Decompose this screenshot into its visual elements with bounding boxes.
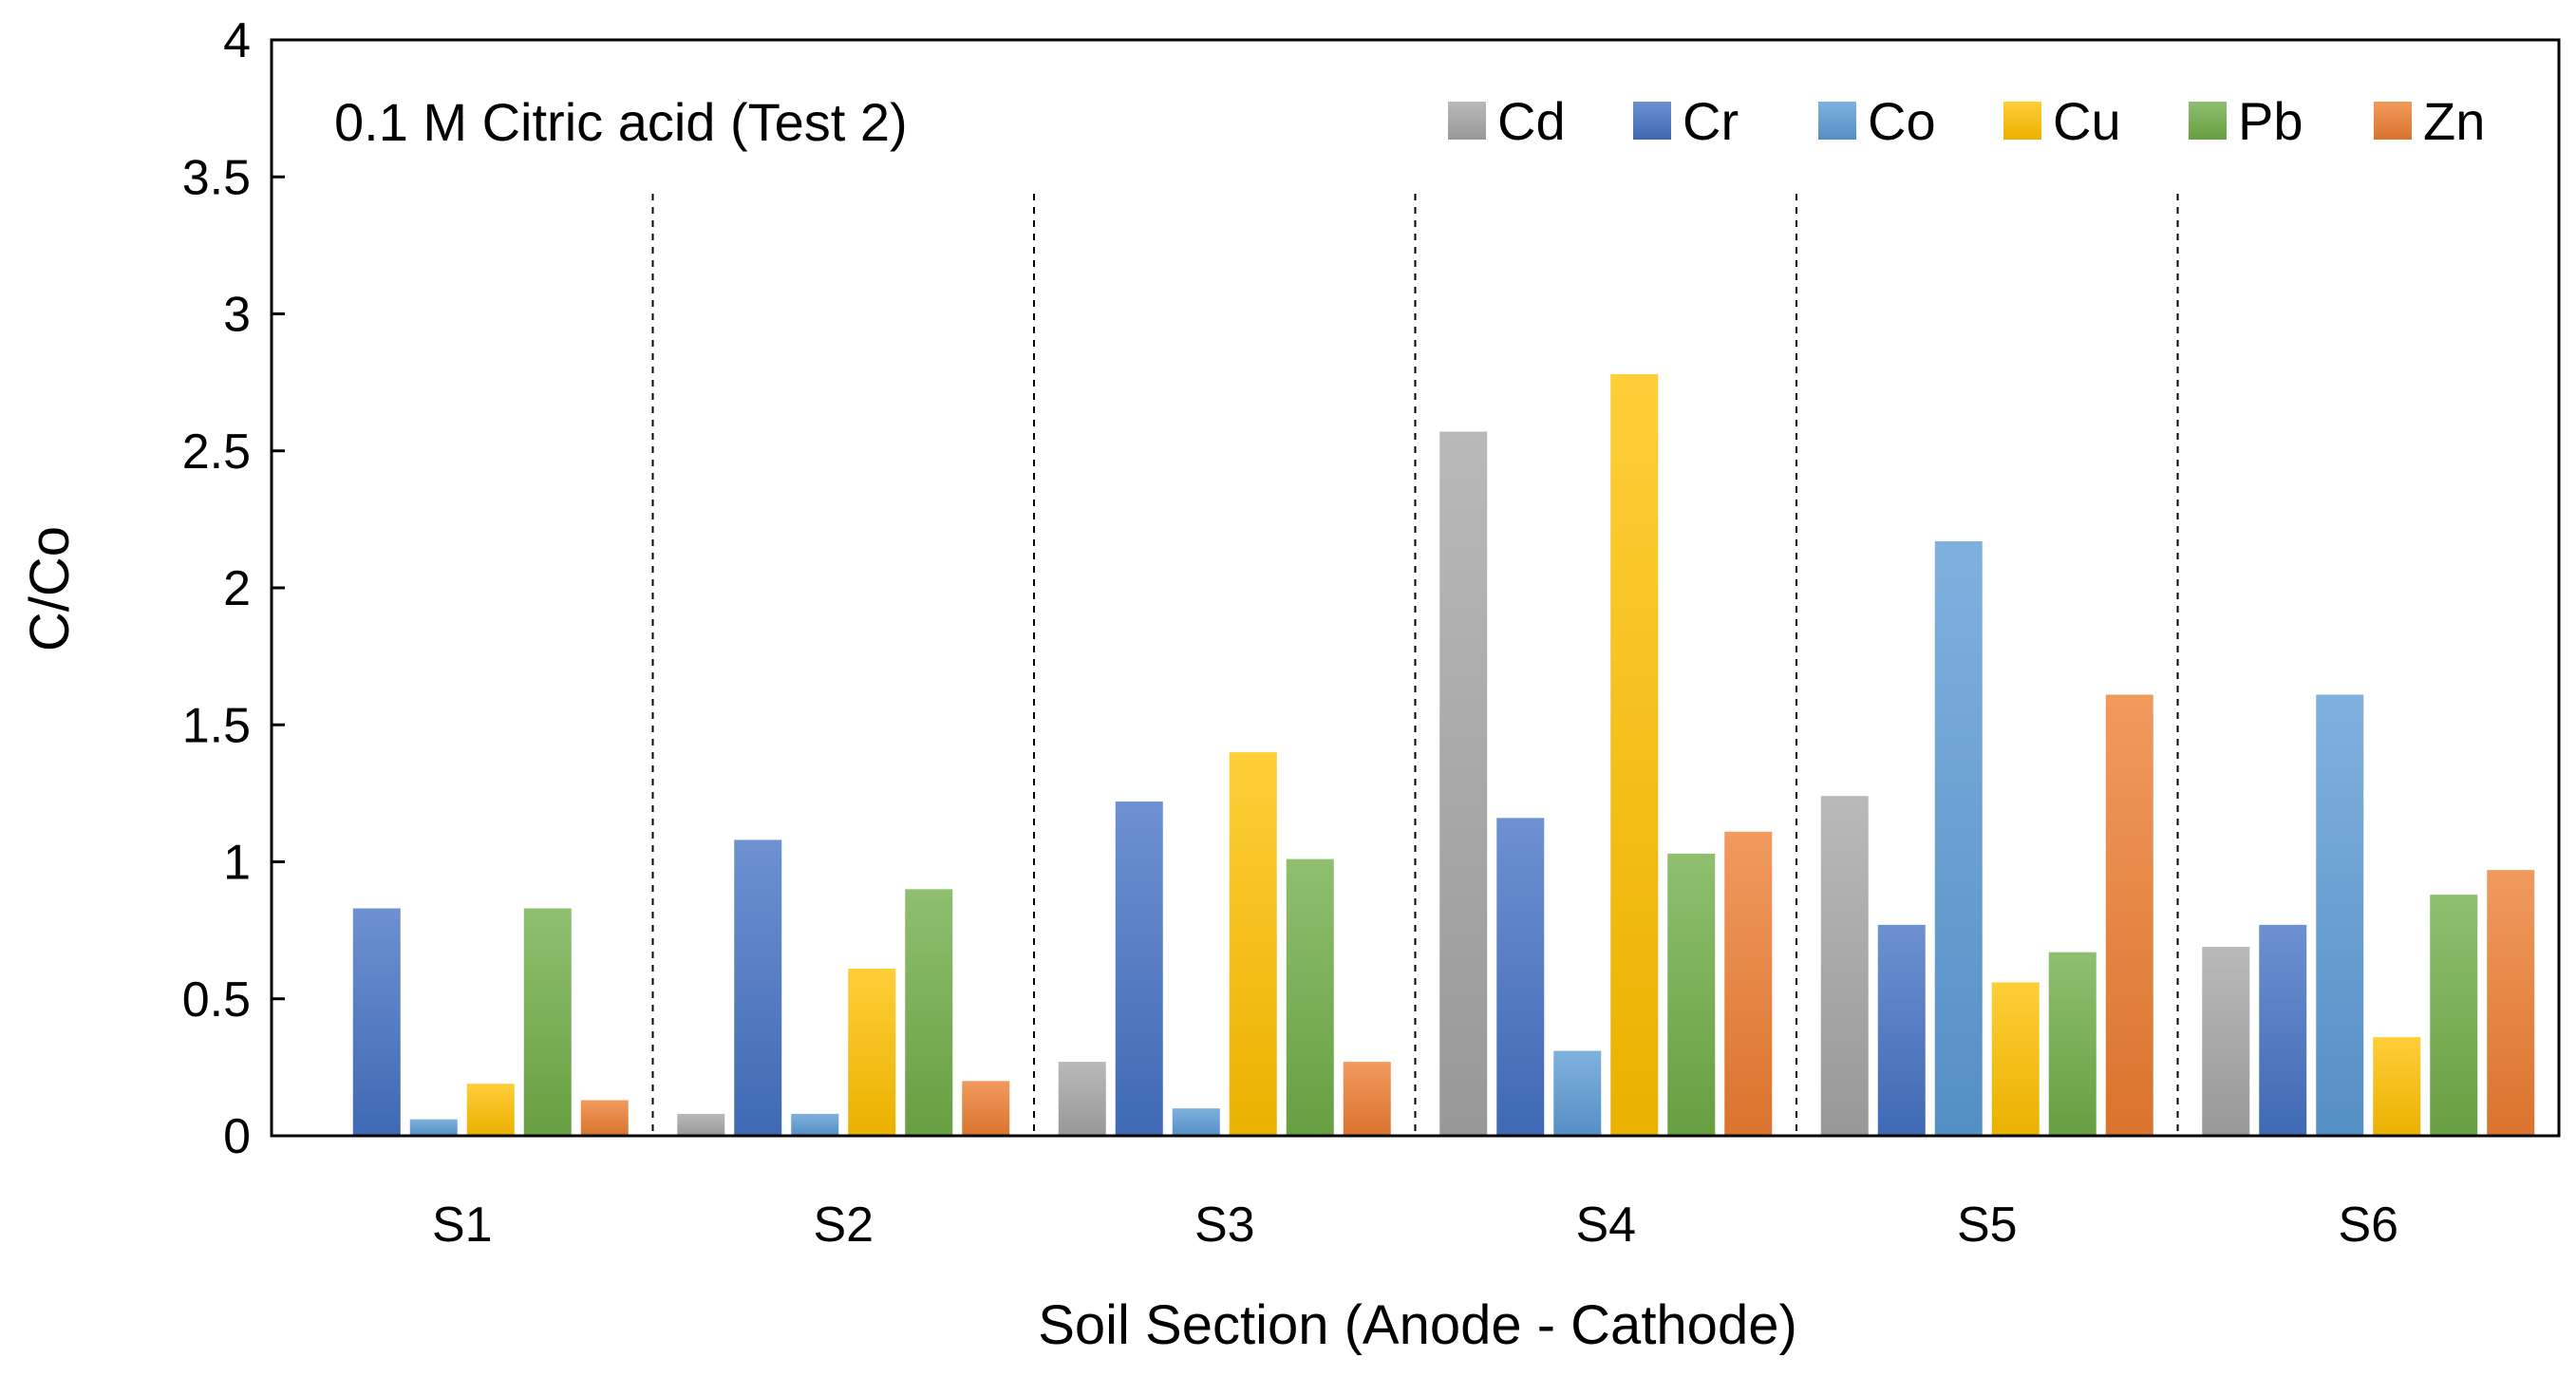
legend-swatch-cu [2003,102,2041,140]
y-tick-label: 0 [223,1109,251,1164]
legend-label-pb: Pb [2238,91,2303,151]
y-tick-label: 1 [223,836,251,891]
axes: 0 0.5 1 1.5 2 2.5 3 3.5 4 S1 S2 S3 S4 S5 S6 [182,13,2561,1253]
bar-cr-s5 [1877,924,1926,1136]
bar-co-s6 [2316,694,2364,1136]
legend-swatch-pb [2189,102,2227,140]
x-axis-title: Soil Section (Anode - Cathode) [1038,1294,1797,1356]
bar-pb-s5 [2048,952,2097,1136]
legend-swatch-cr [1633,102,1671,140]
bar-co-s5 [1934,540,1983,1136]
bar-cd-s6 [2202,946,2250,1136]
bar-cu-s6 [2373,1037,2421,1136]
legend-label-cr: Cr [1683,91,1739,151]
bar-cu-s3 [1229,752,1277,1136]
y-tick-label: 2 [223,561,251,616]
bar-cr-s4 [1496,818,1545,1136]
bar-cd-s3 [1058,1062,1106,1136]
legend-label-cd: Cd [1497,91,1566,151]
x-tick-label: S4 [1575,1198,1636,1253]
bar-cu-s1 [466,1084,515,1136]
bar-cr-s2 [734,839,782,1136]
y-tick-label: 4 [223,13,251,68]
bar-pb-s1 [523,908,572,1136]
bar-cr-s3 [1115,802,1163,1136]
bar-zn-s1 [580,1100,629,1136]
legend-label-zn: Zn [2423,91,2485,151]
x-tick-label: S3 [1194,1198,1255,1253]
chart-title: 0.1 M Citric acid (Test 2) [334,92,908,152]
bar-pb-s6 [2430,895,2478,1136]
bar-cr-s6 [2259,924,2307,1136]
x-tick-label: S5 [1957,1198,2018,1253]
bar-zn-s4 [1724,831,1773,1136]
y-axis-title: C/Co [19,526,81,651]
x-tick-label: S2 [813,1198,874,1253]
y-tick-label: 0.5 [182,972,251,1028]
bar-pb-s2 [905,889,953,1136]
bar-co-s2 [791,1113,839,1136]
bar-co-s3 [1172,1108,1220,1136]
x-tick-label: S1 [432,1198,493,1253]
bar-cd-s4 [1439,431,1488,1136]
bar-zn-s5 [2105,694,2153,1136]
bar-co-s4 [1553,1050,1602,1136]
bar-zn-s6 [2487,870,2535,1136]
x-tick-label: S6 [2338,1198,2398,1253]
bar-pb-s3 [1286,858,1334,1136]
bar-zn-s2 [962,1081,1010,1136]
bar-cu-s5 [1991,982,2040,1136]
legend-label-co: Co [1868,91,1936,151]
bar-cu-s2 [848,969,896,1136]
y-tick-label: 2.5 [182,424,251,480]
bar-pb-s4 [1667,853,1716,1136]
bar-cu-s4 [1610,373,1659,1137]
bar-cd-s5 [1820,796,1869,1136]
y-tick-label: 1.5 [182,698,251,753]
legend-label-cu: Cu [2053,91,2121,151]
plot-area [352,194,2535,1137]
legend-swatch-zn [2374,102,2412,140]
legend: Cd Cr Co Cu Pb Zn [1448,91,2485,151]
y-tick-label: 3 [223,288,251,343]
legend-swatch-cd [1448,102,1486,140]
y-tick-label: 3.5 [182,150,251,205]
bar-cd-s2 [677,1113,725,1136]
bar-zn-s3 [1343,1062,1391,1136]
legend-swatch-co [1818,102,1856,140]
bar-cr-s1 [352,908,401,1136]
bar-co-s1 [409,1119,458,1136]
